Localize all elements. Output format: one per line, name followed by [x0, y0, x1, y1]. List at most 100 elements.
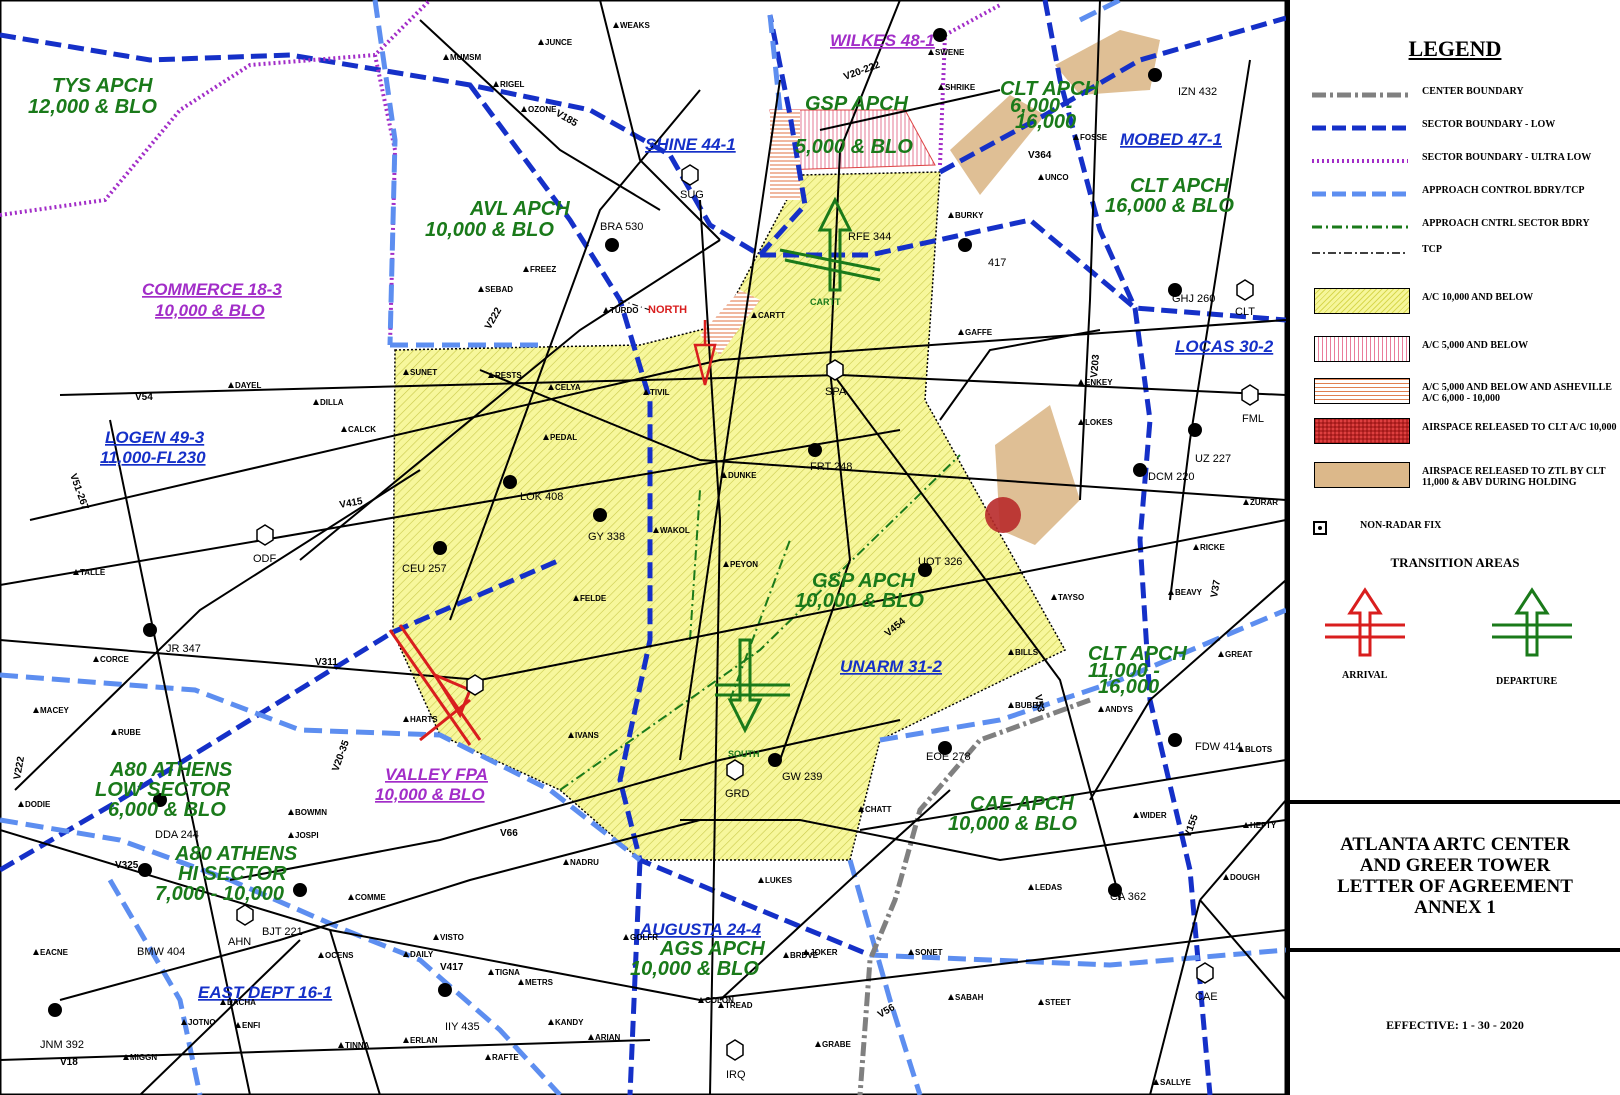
fix-triangle-icon: [938, 84, 944, 90]
fix-tread: TREAD: [725, 1001, 753, 1010]
navaid-grd: GRD: [725, 788, 750, 800]
airway-v18: V18: [60, 1057, 78, 1068]
gsp-apch: GSP APCH: [812, 570, 916, 592]
fix-sallye: SALLYE: [1160, 1078, 1191, 1087]
fix-peyon: PEYON: [730, 560, 758, 569]
sector-augusta: AUGUSTA 24-4: [639, 920, 761, 939]
fix-triangle-icon: [1008, 702, 1014, 708]
navaid-irq: IRQ: [726, 1069, 746, 1081]
fix-blots: BLOTS: [1245, 745, 1273, 754]
fix-dacha: DACHA: [227, 998, 256, 1007]
fix-rube: RUBE: [118, 728, 141, 737]
title-line-1: ATLANTA ARTC CENTER: [1340, 834, 1570, 855]
airport-icon: [143, 623, 157, 637]
clt-south-apch-alt2: 16,000: [1098, 676, 1159, 698]
fix-bubba: BUBBA: [1015, 701, 1044, 710]
fix-triangle-icon: [1098, 706, 1104, 712]
legend-approach-bdry: APPROACH CONTROL BDRY/TCP: [1312, 185, 1585, 197]
fix-triangle-icon: [721, 472, 727, 478]
clt-vor-icon: [1236, 279, 1254, 301]
fix-triangle-icon: [543, 434, 549, 440]
fix-felde: FELDE: [580, 594, 607, 603]
tys-apch-alt: 12,000 & BLO: [28, 96, 157, 118]
legend-center-boundary: CENTER BOUNDARY: [1312, 86, 1524, 98]
airway-v325: V325: [115, 860, 139, 871]
avl-apch: AVL APCH: [469, 198, 570, 220]
fix-triangle-icon: [548, 384, 554, 390]
fix-jotno: JOTNO: [188, 1018, 216, 1027]
fix-brdve: BRDVE: [790, 951, 819, 960]
fix-andys: ANDYS: [1105, 705, 1134, 714]
fix-triangle-icon: [348, 894, 354, 900]
navaid-dcm: DCM 220: [1148, 471, 1194, 483]
fix-enfi: ENFI: [242, 1021, 260, 1030]
legend-title: LEGEND: [1408, 36, 1502, 61]
airport-icon: [433, 541, 447, 555]
fix-triangle-icon: [403, 369, 409, 375]
fix-cartt: CARTT: [758, 311, 785, 320]
navaid-spa: SPA: [825, 386, 847, 398]
fix-weaks: WEAKS: [620, 21, 650, 30]
clt-north-apch-alt2: 16,000: [1015, 111, 1076, 133]
fix-triangle-icon: [563, 859, 569, 865]
cae-vor-icon: [1196, 962, 1214, 984]
fix-triangle-icon: [568, 732, 574, 738]
fix-ricke: RICKE: [1200, 543, 1226, 552]
fix-erlan: ERLAN: [410, 1036, 438, 1045]
fix-sebad: SEBAD: [485, 285, 513, 294]
a80-athens-hi: A80 ATHENS: [174, 843, 298, 865]
fix-junce: JUNCE: [545, 38, 573, 47]
fix-triangle-icon: [518, 979, 524, 985]
fix-triangle-icon: [485, 1054, 491, 1060]
cae-apch: CAE APCH: [970, 793, 1074, 815]
fix-celya: CELYA: [555, 383, 581, 392]
arrival-arrow-icon: [1325, 587, 1405, 657]
legend-tcp: TCP: [1312, 244, 1442, 255]
fix-burky: BURKY: [955, 211, 984, 220]
sector-commerce-alt: 10,000 & BLO: [155, 301, 265, 320]
fix-triangle-icon: [403, 1037, 409, 1043]
cae-apch-alt: 10,000 & BLO: [948, 813, 1077, 835]
fix-daily: DAILY: [410, 950, 434, 959]
clt-east-apch-alt: 16,000 & BLO: [1105, 195, 1234, 217]
fix-triangle-icon: [220, 999, 226, 1005]
airway-v364: V364: [1028, 150, 1052, 161]
fix-triangle-icon: [698, 997, 704, 1003]
fix-calck: CALCK: [348, 425, 376, 434]
fix-grabe: GRABE: [822, 1040, 852, 1049]
fix-macey: MACEY: [40, 706, 70, 715]
fix-ocens: OCENS: [325, 951, 354, 960]
fix-gaffe: GAFFE: [965, 328, 993, 337]
fix-triangle-icon: [1038, 174, 1044, 180]
fix-arian: ARIAN: [595, 1033, 621, 1042]
legend-area-ztl-release: AIRSPACE RELEASED TO ZTL BY CLT 11,000 &…: [1304, 462, 1620, 488]
fix-triangle-icon: [783, 952, 789, 958]
fix-triangle-icon: [643, 389, 649, 395]
title-line-2: AND GREER TOWER: [1359, 855, 1551, 876]
fix-triangle-icon: [521, 106, 527, 112]
fix-triangle-icon: [1078, 419, 1084, 425]
fix-pedal: PEDAL: [550, 433, 577, 442]
arrival-transition-north: [693, 320, 717, 386]
fix-talle: TALLE: [80, 568, 106, 577]
airport-icon: [938, 741, 952, 755]
fix-triangle-icon: [1243, 499, 1249, 505]
airway-v66: V66: [500, 828, 518, 839]
gsp-10000-area: [392, 171, 1067, 861]
fix-steet: STEET: [1045, 998, 1071, 1007]
airport-icon: [1168, 283, 1182, 297]
fix-kandy: KANDY: [555, 1018, 584, 1027]
airway-v415: V415: [339, 496, 364, 511]
fix-triangle-icon: [318, 952, 324, 958]
ahn-vor-icon: [236, 904, 254, 926]
hrs-vor-icon: [466, 674, 484, 696]
fix-triangle-icon: [33, 707, 39, 713]
fix-triangle-icon: [958, 329, 964, 335]
fix-freez: FREEZ: [530, 265, 556, 274]
transition-areas-title: TRANSITION AREAS: [1390, 555, 1520, 570]
fix-tigna: TIGNA: [495, 968, 520, 977]
fix-colon: COLON: [705, 996, 734, 1005]
fix-wider: WIDER: [1140, 811, 1167, 820]
sector-logen: LOGEN 49-3: [105, 428, 205, 447]
airport-icon: [153, 793, 167, 807]
